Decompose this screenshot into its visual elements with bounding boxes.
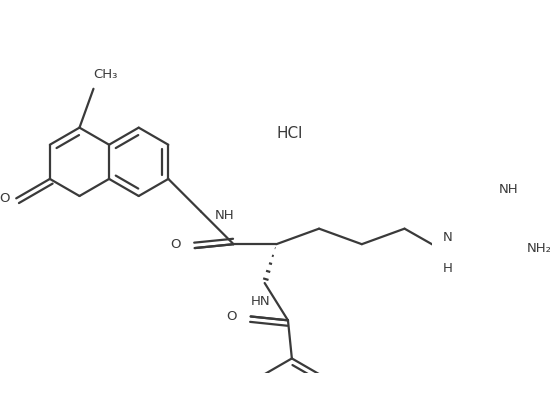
- Text: H: H: [443, 262, 453, 275]
- Text: O: O: [226, 310, 236, 323]
- Text: N: N: [443, 231, 452, 244]
- Text: O: O: [170, 238, 181, 251]
- Text: HN: HN: [251, 295, 271, 308]
- Text: CH₃: CH₃: [93, 68, 117, 81]
- Text: HCl: HCl: [276, 126, 303, 141]
- Text: NH₂: NH₂: [526, 241, 550, 255]
- Text: NH: NH: [498, 183, 518, 196]
- Text: O: O: [0, 192, 10, 205]
- Text: NH: NH: [215, 209, 234, 222]
